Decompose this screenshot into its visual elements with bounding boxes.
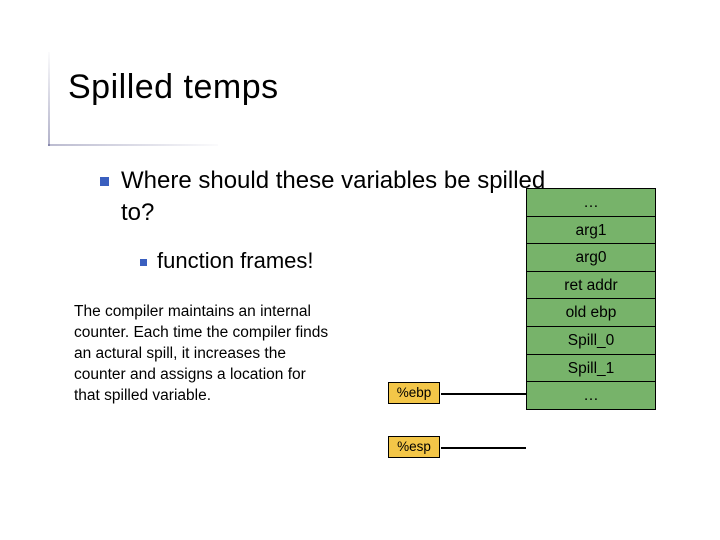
slide-title: Spilled temps xyxy=(68,68,279,106)
stack-cell: … xyxy=(526,381,656,410)
stack-cell: old ebp xyxy=(526,298,656,327)
stack-frame: … arg1 arg0 ret addr old ebp Spill_0 Spi… xyxy=(526,188,656,410)
pointer-esp: %esp xyxy=(388,436,440,458)
stack-cell: Spill_1 xyxy=(526,354,656,383)
slide-title-wrap: Spilled temps xyxy=(68,68,279,107)
bullet1-text-line1: Where should these variables be spilled xyxy=(121,167,545,194)
stack-cell: ret addr xyxy=(526,271,656,300)
pointer-ebp: %ebp xyxy=(388,382,440,404)
slide: Spilled temps Where should these variabl… xyxy=(0,0,720,540)
square-bullet-icon xyxy=(100,177,109,186)
stack-cell: … xyxy=(526,188,656,217)
square-bullet-small-icon xyxy=(140,259,147,266)
connector-ebp xyxy=(441,393,526,395)
body-paragraph: The compiler maintains an internal count… xyxy=(74,302,334,407)
stack-cell: arg0 xyxy=(526,243,656,272)
bullet-level2: function frames! xyxy=(140,248,314,274)
bullet2-text: function frames! xyxy=(157,248,314,273)
stack-cell: Spill_0 xyxy=(526,326,656,355)
connector-esp xyxy=(441,447,526,449)
stack-cell: arg1 xyxy=(526,216,656,245)
title-underline-accent xyxy=(48,120,218,146)
